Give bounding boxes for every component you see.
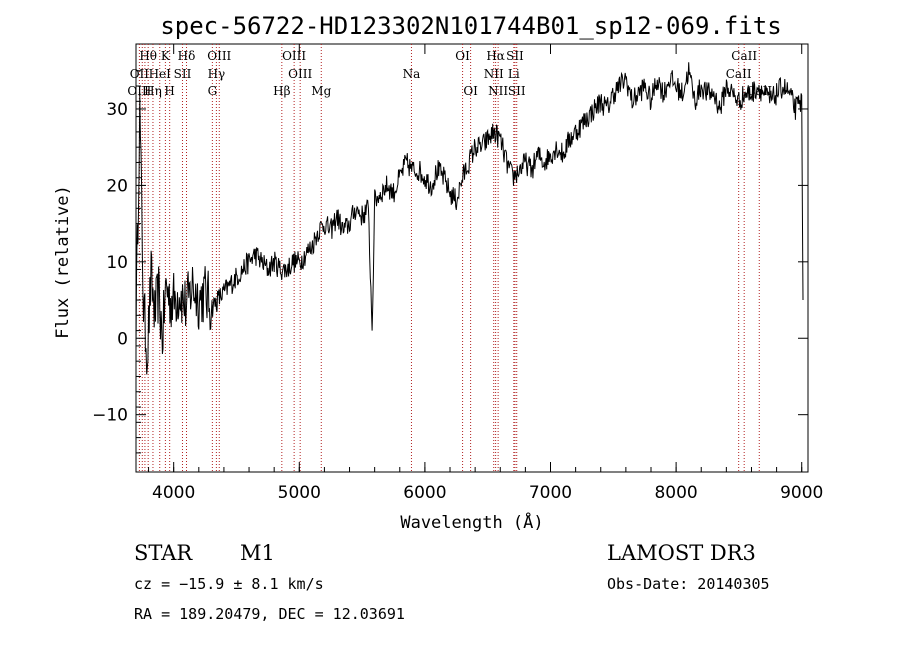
line-label-14: Na — [403, 67, 421, 81]
line-label-9: OII — [130, 67, 150, 81]
y-tick-label-1: 0 — [117, 329, 128, 349]
observation-date: Obs-Date: 20140305 — [607, 575, 770, 593]
line-label-7: SII — [506, 49, 524, 63]
x-axis-label: Wavelength (Å) — [400, 511, 543, 533]
line-label-2: Hδ — [178, 49, 196, 63]
line-label-12: Hγ — [208, 67, 226, 81]
y-tick-label-4: 30 — [106, 100, 128, 120]
line-label-22: Hβ — [273, 84, 290, 98]
line-label-11: SII — [174, 67, 192, 81]
y-tick-label-0: −10 — [92, 406, 128, 426]
line-label-23: Mg — [311, 84, 331, 98]
line-label-4: OIII — [282, 49, 306, 63]
x-tick-label-0: 4000 — [152, 483, 195, 503]
line-label-26: SII — [508, 84, 526, 98]
coordinates: RA = 189.20479, DEC = 12.03691 — [134, 605, 405, 623]
line-label-10: HeI — [149, 67, 172, 81]
series-group — [135, 62, 804, 375]
line-label-0: Hθ — [139, 49, 157, 63]
x-tick-label-1: 5000 — [278, 483, 321, 503]
line-label-6: Hα — [486, 49, 505, 63]
line-label-19: Hη — [144, 84, 162, 98]
line-label-16: Li — [508, 67, 520, 81]
line-label-24: OI — [463, 84, 478, 98]
y-tick-label-2: 10 — [106, 253, 128, 273]
line-label-18: OIII — [127, 84, 151, 98]
x-tick-label-5: 9000 — [780, 483, 823, 503]
line-label-5: OI — [455, 49, 470, 63]
object-class: STAR — [134, 541, 193, 565]
x-axis: 4000 5000 6000 7000 8000 9000 — [148, 44, 823, 503]
line-label-21: G — [208, 84, 218, 98]
x-tick-label-3: 7000 — [529, 483, 572, 503]
plot-frame — [135, 43, 809, 473]
survey-name: LAMOST DR3 — [607, 541, 756, 565]
line-label-25: NII — [488, 84, 508, 98]
y-tick-label-3: 20 — [106, 176, 128, 196]
line-label-15: NII — [484, 67, 504, 81]
x-tick-label-2: 6000 — [403, 483, 446, 503]
chart-title: spec-56722-HD123302N101744B01_sp12-069.f… — [160, 12, 781, 40]
line-label-13: OIII — [288, 67, 312, 81]
emission-line-markers — [138, 44, 760, 472]
line-label-17: CaII — [726, 67, 752, 81]
x-tick-label-4: 8000 — [654, 483, 697, 503]
line-label-20: H — [164, 84, 174, 98]
y-axis-label: Flux (relative) — [53, 185, 73, 339]
object-subclass: M1 — [240, 541, 275, 565]
y-axis: −10 0 10 20 30 — [92, 70, 808, 454]
line-label-8: CaII — [731, 49, 757, 63]
line-label-1: K — [161, 49, 171, 63]
spectrum-flux-line — [135, 62, 804, 375]
line-label-3: OIII — [207, 49, 231, 63]
redshift-velocity: cz = −15.9 ± 8.1 km/s — [134, 575, 324, 593]
